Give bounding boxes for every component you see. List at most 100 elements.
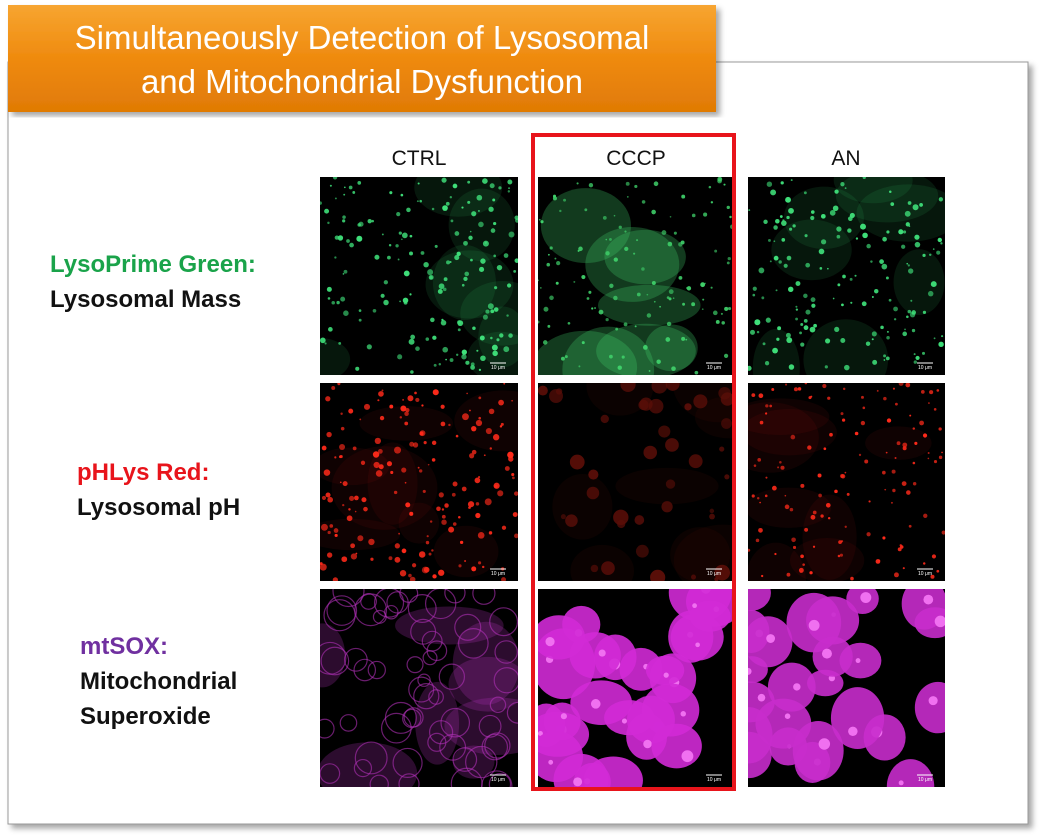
cell-spot (781, 220, 787, 226)
cell-spot (941, 344, 944, 346)
cell-spot (346, 515, 353, 522)
cell-spot (457, 328, 461, 332)
cell-spot (461, 206, 464, 209)
scale-bar-label: 10 μm (918, 571, 932, 577)
cell-spot (388, 556, 393, 561)
cell-spot (799, 331, 802, 335)
cell-spot (678, 275, 683, 280)
cell-spot (927, 290, 934, 297)
cell-spot (321, 523, 328, 531)
cell-spot (334, 256, 337, 259)
cell-spot (361, 497, 367, 503)
cell-haze (433, 525, 499, 578)
cell-spot (573, 280, 576, 283)
cell-spot (748, 209, 751, 212)
cell-spot (920, 390, 925, 394)
cell-spot (410, 334, 416, 340)
cell-spot (455, 434, 459, 438)
cell-spot (373, 461, 380, 469)
cell-spot (482, 565, 485, 569)
cell-spot (803, 293, 808, 299)
stain-label: LysoPrime Green: (50, 251, 256, 278)
cell-spot (712, 310, 718, 316)
cell-spot (514, 533, 518, 539)
cell-spot (440, 404, 445, 409)
cell-spot (905, 383, 911, 388)
cell-nucleus (784, 713, 791, 719)
cell-spot (431, 440, 437, 446)
cell-spot (431, 207, 435, 211)
cell-spot (785, 196, 791, 203)
cell-outline (373, 589, 405, 618)
cell-outline (489, 607, 518, 637)
cell-spot (418, 551, 426, 558)
cell-spot (682, 302, 686, 306)
cell-spot (493, 221, 497, 226)
cell-spot (854, 274, 857, 277)
cell-spot (340, 426, 345, 431)
cell-spot (456, 251, 461, 256)
cell-spot (343, 310, 349, 316)
cell-spot (795, 281, 801, 286)
cell-spot (326, 552, 333, 558)
cell-spot (352, 446, 357, 451)
cell-spot (350, 543, 356, 549)
cell-spot (381, 233, 384, 236)
cell-spot (469, 453, 475, 459)
cell-spot (803, 325, 809, 331)
cell-outline (343, 647, 368, 672)
cell-nucleus (808, 619, 820, 631)
cell-haze (570, 544, 635, 581)
cell-outline (406, 656, 424, 674)
cell-outline (354, 593, 388, 627)
cell-spot (471, 449, 477, 455)
cell-spot (344, 186, 346, 189)
cell-spot (849, 212, 855, 218)
cell-spot (415, 346, 420, 351)
cell-spot (400, 193, 404, 197)
cell-spot (578, 365, 581, 368)
cell-spot (469, 230, 472, 233)
cell-spot (409, 234, 413, 238)
cell-spot (395, 244, 399, 248)
cell-nucleus (590, 699, 601, 709)
cell-spot (507, 190, 511, 193)
cell-spot (703, 212, 708, 217)
cell-spot (377, 448, 383, 454)
cell-spot (825, 338, 831, 344)
cell-spot (613, 509, 629, 526)
cell-haze (670, 527, 731, 581)
cell-spot (758, 527, 763, 533)
cell-spot (456, 353, 459, 356)
cell-spot (761, 574, 764, 578)
micrograph: 10 μm (538, 589, 734, 787)
cell-spot (788, 364, 795, 370)
micrograph: 10 μm (748, 383, 945, 581)
cell-spot (454, 254, 460, 261)
cell-spot (560, 356, 565, 361)
cell-spot (321, 445, 327, 451)
cell-spot (894, 402, 898, 406)
cell-spot (937, 237, 943, 243)
cell-spot (514, 258, 518, 263)
cell-spot (892, 387, 896, 390)
cell-spot (625, 181, 630, 186)
cell-spot (449, 261, 452, 263)
cell-spot (496, 264, 503, 271)
cell-spot (764, 361, 770, 366)
cell-spot (458, 564, 462, 568)
cell-outline (438, 663, 466, 690)
cell-spot (765, 412, 768, 415)
cell-spot (858, 453, 862, 457)
cell-haze (540, 188, 631, 264)
cell-spot (441, 318, 444, 322)
cell-haze (331, 446, 438, 530)
cell-spot (397, 354, 403, 360)
cell-spot (788, 207, 794, 214)
cell-spot (666, 296, 670, 299)
cell-spot (349, 242, 354, 248)
scale-bar-label: 10 μm (918, 777, 932, 783)
cell-spot (320, 337, 326, 344)
cell-spot (850, 301, 853, 304)
cell-spot (590, 564, 599, 573)
